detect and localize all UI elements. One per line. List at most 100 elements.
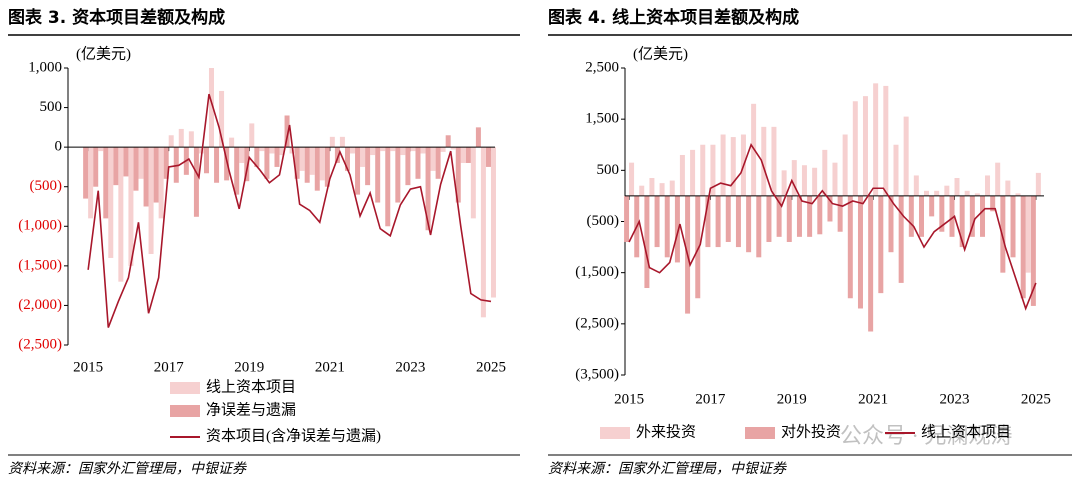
bar — [410, 147, 416, 152]
bar — [430, 147, 436, 171]
bar — [735, 195, 741, 248]
bar — [224, 147, 230, 181]
bar — [664, 195, 670, 258]
bar — [208, 68, 214, 148]
bar — [944, 185, 950, 196]
bar — [380, 147, 386, 152]
bar — [405, 147, 411, 186]
y-axis-label: (亿美元) — [633, 45, 688, 62]
bar — [339, 136, 345, 148]
bar — [415, 147, 421, 179]
bar — [490, 147, 496, 298]
bar — [128, 147, 134, 266]
bar — [822, 149, 828, 196]
bar — [985, 175, 991, 196]
bar — [440, 147, 446, 152]
bar — [832, 162, 838, 196]
source: 资料来源：国家外汇管理局，中银证券 — [548, 461, 787, 477]
bar — [148, 147, 154, 254]
bar — [470, 147, 476, 219]
bar — [1000, 195, 1006, 273]
legend-swatch — [600, 427, 630, 439]
bar — [761, 126, 767, 196]
x-tick-label: 2015 — [73, 359, 103, 375]
bar — [715, 195, 721, 248]
bar — [883, 85, 889, 196]
bar — [390, 147, 396, 152]
bar — [133, 147, 139, 191]
bar — [314, 147, 320, 191]
bar — [118, 147, 124, 282]
bar — [766, 195, 772, 242]
bar — [229, 137, 235, 148]
bar — [158, 147, 164, 219]
y-tick-label: (3,500) — [575, 366, 619, 382]
bar — [239, 147, 245, 163]
y-tick-label: (1,500) — [575, 264, 619, 280]
bar — [857, 195, 863, 309]
y-tick-label: (500) — [587, 213, 620, 229]
bar — [279, 147, 285, 156]
bar — [113, 147, 119, 186]
bar — [812, 167, 818, 196]
bar — [918, 195, 924, 237]
bar — [781, 170, 787, 196]
bar — [862, 96, 868, 196]
bar — [791, 160, 797, 196]
bar — [842, 134, 848, 196]
y-axis-label: (亿美元) — [76, 45, 131, 62]
bar — [274, 147, 280, 167]
bar — [730, 137, 736, 196]
bar — [103, 147, 109, 219]
bar — [299, 147, 305, 171]
bar — [385, 147, 391, 227]
bar — [1020, 195, 1026, 299]
x-tick-label: 2017 — [695, 391, 726, 407]
bar — [319, 147, 325, 181]
bar — [847, 195, 853, 299]
bar — [284, 115, 290, 148]
bar — [796, 195, 802, 237]
y-tick-label: 500 — [40, 99, 63, 115]
bar — [259, 147, 265, 152]
bar — [995, 162, 1001, 196]
bar — [903, 116, 909, 196]
bar — [395, 147, 401, 203]
bar — [720, 134, 726, 196]
bar — [873, 83, 879, 196]
bar — [365, 147, 371, 186]
bar — [108, 147, 114, 258]
bar — [1035, 172, 1041, 196]
bar — [990, 195, 996, 212]
bar — [888, 195, 894, 253]
bar — [624, 195, 630, 242]
bar — [188, 131, 194, 148]
legend-label: 资本项目(含净误差与遗漏) — [206, 427, 381, 444]
bar — [1015, 193, 1021, 196]
bar — [264, 147, 270, 179]
bar — [1010, 195, 1016, 258]
bar — [893, 144, 899, 196]
bar — [309, 147, 315, 175]
legend-swatch — [745, 427, 775, 439]
bar — [88, 147, 94, 219]
x-tick-label: 2021 — [315, 359, 345, 375]
bar — [143, 147, 149, 207]
bar — [934, 190, 940, 196]
bar — [669, 180, 675, 196]
bar — [1025, 195, 1031, 273]
bar — [868, 195, 874, 332]
bar — [929, 195, 935, 217]
bar — [138, 147, 144, 179]
line — [628, 142, 1037, 311]
bar — [756, 195, 762, 258]
bar — [360, 147, 366, 167]
y-tick-label: (2,500) — [18, 336, 62, 352]
bar — [219, 90, 225, 148]
bar — [425, 147, 431, 231]
bar — [123, 147, 129, 177]
bar — [690, 149, 696, 196]
y-tick-label: 1,000 — [28, 59, 62, 75]
bar — [324, 147, 330, 187]
